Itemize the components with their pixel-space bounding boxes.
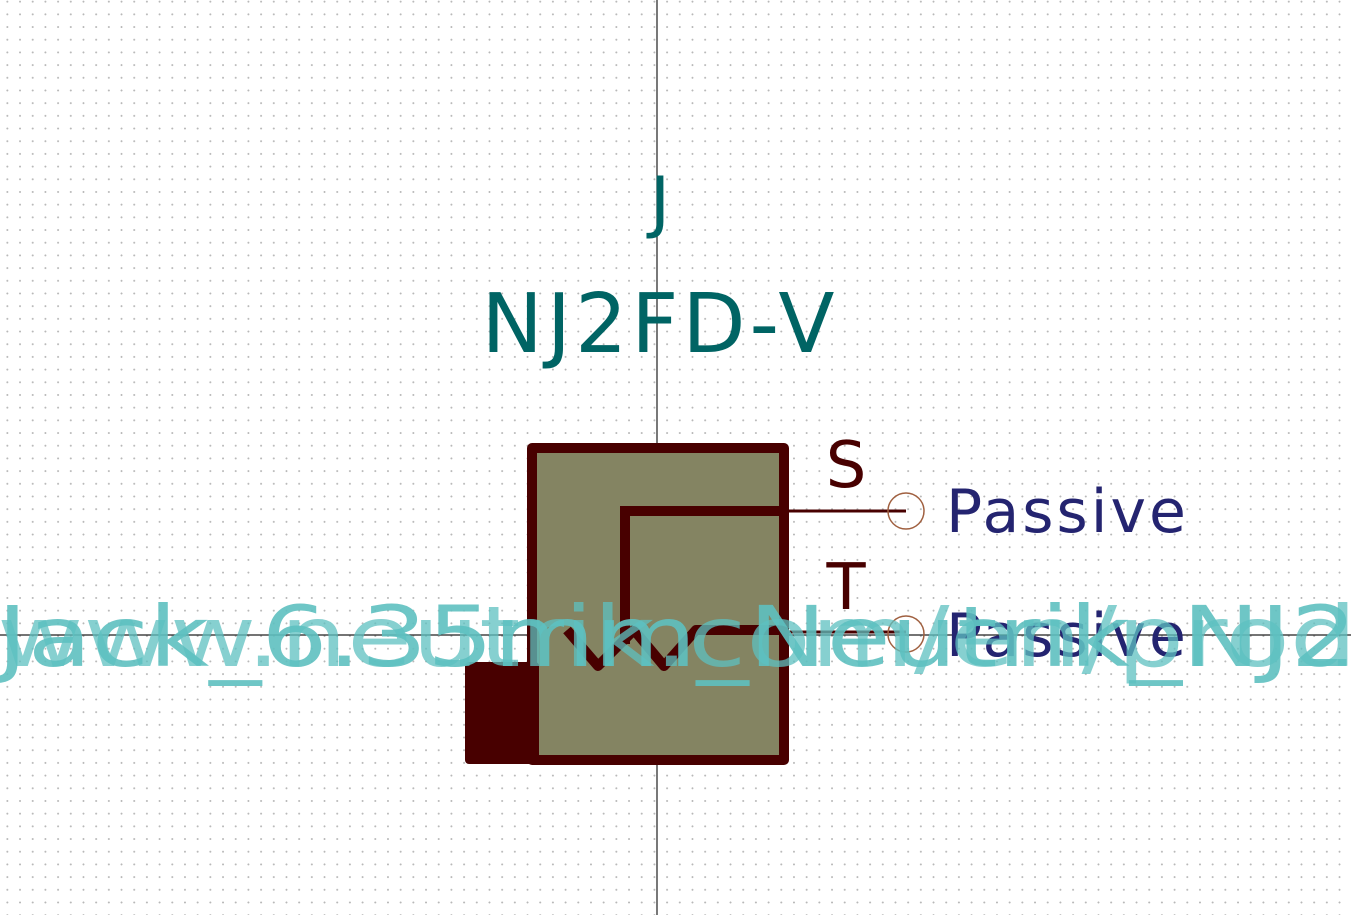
pin-t-type: Passive [946, 601, 1189, 671]
pin-t[interactable]: T Passive [788, 551, 1189, 671]
jack-symbol-body[interactable] [465, 443, 789, 765]
body-rectangle [527, 443, 789, 765]
pin-t-connection-point [887, 615, 925, 653]
pin-s-type: Passive [946, 477, 1189, 547]
value-field[interactable]: NJ2FD-V [482, 277, 839, 372]
sleeve-block [465, 662, 539, 764]
pin-t-name: T [825, 551, 866, 625]
pin-s[interactable]: S Passive [788, 429, 1189, 547]
pin-s-name: S [826, 429, 867, 503]
sleeve-contact-line [620, 506, 788, 644]
datasheet-field[interactable]: www.neutrik.com/en/prod [0, 588, 1351, 686]
footprint-field[interactable]: Jack_6.35mm_Neutrik_NJ2 [0, 588, 1351, 686]
reference-field[interactable]: J [646, 163, 670, 242]
tip-contact-line [563, 625, 788, 671]
pin-s-connection-point [887, 492, 925, 530]
